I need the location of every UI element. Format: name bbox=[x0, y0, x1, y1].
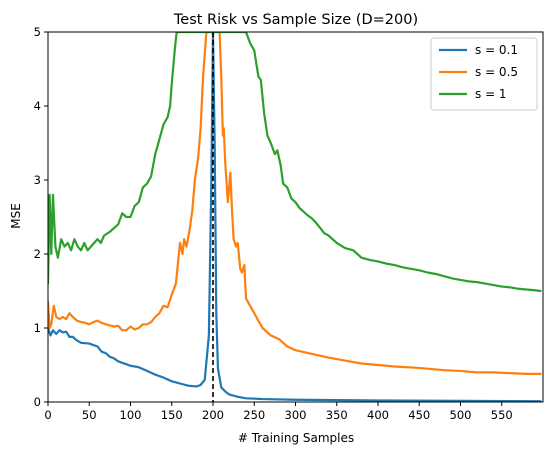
x-axis-label: # Training Samples bbox=[238, 431, 354, 445]
x-tick-label: 450 bbox=[408, 408, 430, 422]
series-line-2 bbox=[48, 32, 542, 375]
x-tick-label: 100 bbox=[120, 408, 142, 422]
y-tick-label: 5 bbox=[34, 25, 41, 39]
x-tick-label: 50 bbox=[82, 408, 97, 422]
y-axis-label: MSE bbox=[9, 203, 23, 229]
legend: s = 0.1 s = 0.5 s = 1 bbox=[430, 37, 538, 111]
y-tick-label: 2 bbox=[34, 247, 41, 261]
legend-label: s = 1 bbox=[475, 87, 507, 101]
plot-area bbox=[48, 32, 542, 402]
legend-box bbox=[430, 37, 538, 111]
series-line-1 bbox=[48, 32, 542, 402]
axes: 0 50 100 150 200 250 300 350 400 450 500 550 0 1 2 3 4 5 bbox=[34, 25, 544, 422]
x-tick-label: 0 bbox=[44, 408, 51, 422]
x-tick-label: 400 bbox=[367, 408, 389, 422]
x-tick-label: 250 bbox=[243, 408, 265, 422]
x-tick-label: 500 bbox=[450, 408, 472, 422]
series-line-3 bbox=[48, 32, 542, 293]
y-tick-label: 0 bbox=[34, 395, 41, 409]
x-tick-label: 150 bbox=[161, 408, 183, 422]
legend-label: s = 0.1 bbox=[475, 43, 518, 57]
y-tick-label: 4 bbox=[34, 99, 41, 113]
y-tick-label: 1 bbox=[34, 321, 41, 335]
legend-label: s = 0.5 bbox=[475, 65, 518, 79]
y-tick-label: 3 bbox=[34, 173, 41, 187]
x-tick-label: 550 bbox=[491, 408, 513, 422]
x-tick-label: 350 bbox=[326, 408, 348, 422]
x-tick-label: 300 bbox=[285, 408, 307, 422]
chart-title: Test Risk vs Sample Size (D=200) bbox=[173, 12, 418, 28]
x-tick-label: 200 bbox=[202, 408, 224, 422]
